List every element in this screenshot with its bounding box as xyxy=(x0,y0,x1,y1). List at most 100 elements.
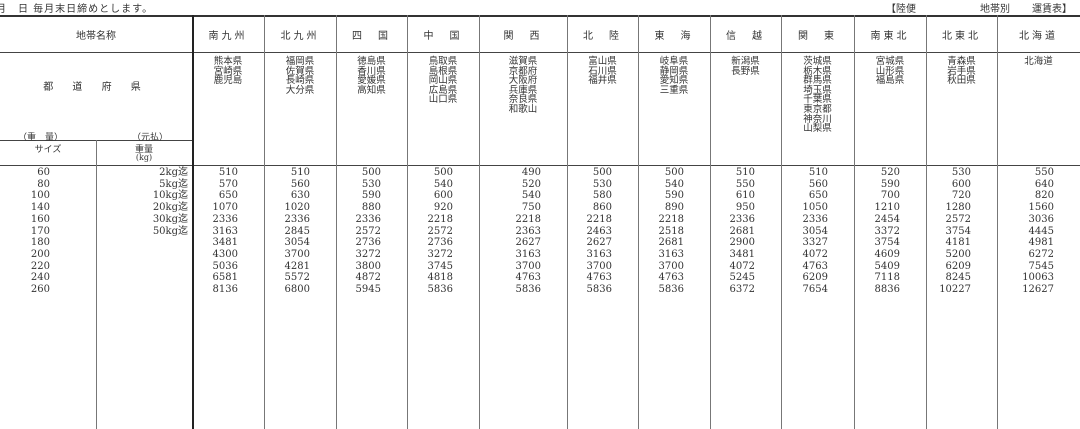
size-value: 140 xyxy=(30,202,50,214)
rate-cell: 510 xyxy=(808,167,828,178)
rate-cell: 2900 xyxy=(729,237,755,249)
rate-cell: 2218 xyxy=(427,213,453,225)
rate-cell: 3745 xyxy=(427,260,453,272)
rate-cell: 7118 xyxy=(874,272,900,284)
weight-label: 重量 xyxy=(134,145,153,155)
rate-cell: 3272 xyxy=(427,248,453,260)
rate-column: 550 640 820 1560 3036 4445 4981 6272 7545 10063 12… xyxy=(997,167,1054,296)
rate-column: 500 540 600 920 2218 2572 2736 3272 3745 4818 5836 xyxy=(407,167,453,296)
rate-cell: 530 xyxy=(592,178,612,190)
rate-cell: 520 xyxy=(521,178,541,190)
prefecture: 佐賀県 xyxy=(285,65,315,77)
size-value: 200 xyxy=(30,248,50,260)
rate-cell: 4609 xyxy=(874,248,900,260)
rate-cell: 5245 xyxy=(729,272,755,284)
rate-cell: 600 xyxy=(433,190,453,202)
prefecture: 京都府 xyxy=(508,65,538,77)
region-header: 南九州 xyxy=(208,31,248,42)
rate-cell: 510 xyxy=(290,167,310,178)
column-divider xyxy=(407,15,408,429)
prefecture: 栃木県 xyxy=(803,65,832,77)
column-divider xyxy=(192,15,194,429)
rate-cell: 2572 xyxy=(355,225,381,237)
rate-cell: 3372 xyxy=(874,225,900,237)
rate-cell: 5836 xyxy=(658,284,684,296)
rate-cell: 750 xyxy=(521,202,541,214)
rate-cell: 720 xyxy=(951,190,971,202)
rate-cell: 650 xyxy=(808,190,828,202)
rate-cell: 8136 xyxy=(212,284,238,296)
rate-cell: 3054 xyxy=(802,225,828,237)
size-value: 80 xyxy=(37,178,50,190)
rate-cell: 5200 xyxy=(945,248,971,260)
region-header: 南東北 xyxy=(870,31,910,42)
size-value: 180 xyxy=(30,237,50,249)
rate-cell: 3327 xyxy=(802,237,828,249)
prefecture: 和歌山 xyxy=(508,103,538,115)
prefecture: 新潟県 xyxy=(731,56,760,67)
rate-cell: 6209 xyxy=(945,260,971,272)
column-divider xyxy=(710,15,711,429)
size-value: 240 xyxy=(30,272,50,284)
rate-cell: 500 xyxy=(361,167,381,178)
region-header: 北東北 xyxy=(942,31,981,42)
region-prefectures: 徳島県 香川県 愛媛県 高知県 xyxy=(336,57,407,95)
column-divider xyxy=(264,15,265,429)
rate-cell: 540 xyxy=(521,190,541,202)
prefecture: 高知県 xyxy=(357,84,386,96)
weight-value: 10kg迄 xyxy=(152,190,188,202)
size-value: 260 xyxy=(30,284,50,296)
rate-cell: 5836 xyxy=(515,284,541,296)
zone-label: 地帯名称 xyxy=(76,31,116,42)
rate-column: 500 530 590 880 2336 2572 2736 3272 3800 4872 5945 xyxy=(336,167,381,296)
title-part-2: 地帯別 xyxy=(980,4,1010,15)
column-divider xyxy=(781,15,782,429)
rate-cell: 550 xyxy=(1034,167,1054,178)
rate-cell: 4445 xyxy=(1028,225,1054,237)
size-column: 60 80 100 140 160 170 180 200 220 240 260 xyxy=(0,167,50,296)
rate-cell: 2218 xyxy=(586,213,612,225)
rate-cell: 2218 xyxy=(515,213,541,225)
rate-cell: 550 xyxy=(735,178,755,190)
prefecture: 富山県 xyxy=(588,56,617,67)
title-part-1: 【陸便 xyxy=(886,4,916,15)
closing-note: 月 日 毎月末日締めとします。 xyxy=(0,4,154,15)
prefecture: 山口県 xyxy=(428,94,458,106)
prefecture: 鹿児島 xyxy=(213,75,243,87)
rate-cell: 1020 xyxy=(284,202,310,214)
rate-cell: 2627 xyxy=(586,237,612,249)
weight-value: 2kg迄 xyxy=(159,167,188,178)
rate-cell: 500 xyxy=(664,167,684,178)
region-prefectures: 宮城県 山形県 福島県 xyxy=(854,57,926,86)
rate-cell: 2736 xyxy=(355,237,381,249)
rate-cell: 490 xyxy=(521,167,541,178)
rate-cell: 4300 xyxy=(212,248,238,260)
rate-cell: 2218 xyxy=(658,213,684,225)
prefecture: 三重県 xyxy=(659,84,689,96)
rate-cell: 3481 xyxy=(212,237,238,249)
region-prefectures: 富山県 石川県 福井県 xyxy=(567,57,638,86)
data-top-rule xyxy=(0,165,1080,166)
rate-cell: 2336 xyxy=(284,213,310,225)
rate-cell: 890 xyxy=(664,202,684,214)
prefecture: 鳥取県 xyxy=(428,56,458,67)
rate-cell: 3272 xyxy=(355,248,381,260)
rate-cell: 540 xyxy=(664,178,684,190)
region-prefectures: 鳥取県 島根県 岡山県 広島県 山口県 xyxy=(407,57,479,105)
rate-cell: 2681 xyxy=(729,225,755,237)
rate-cell: 3036 xyxy=(1028,213,1054,225)
prefecture: 長崎県 xyxy=(285,75,315,87)
rate-cell: 6372 xyxy=(729,284,755,296)
rate-cell: 590 xyxy=(664,190,684,202)
region-header: 北海道 xyxy=(1019,31,1058,42)
region-prefectures: 茨城県 栃木県 群馬県 埼玉県 千葉県 東京都 神奈川 山梨県 xyxy=(781,57,854,134)
prefecture: 秋田県 xyxy=(947,75,976,87)
column-divider xyxy=(997,15,998,429)
rate-cell: 510 xyxy=(218,167,238,178)
header-rule xyxy=(0,52,1080,53)
rate-cell: 3163 xyxy=(658,248,684,260)
rate-cell: 4072 xyxy=(802,248,828,260)
rate-cell: 6800 xyxy=(284,284,310,296)
size-value: 100 xyxy=(30,190,50,202)
rate-cell: 530 xyxy=(361,178,381,190)
